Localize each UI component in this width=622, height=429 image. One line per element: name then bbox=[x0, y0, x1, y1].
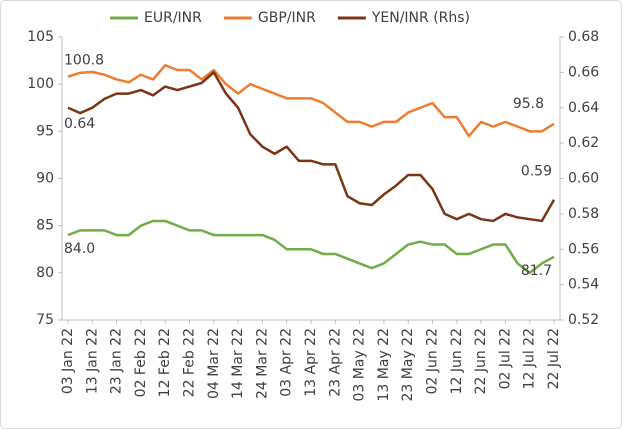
y2-tick-label: 0.58 bbox=[568, 206, 599, 222]
y-tick-label: 100 bbox=[27, 76, 54, 92]
y-tick-label: 85 bbox=[36, 218, 54, 234]
value-label: 95.8 bbox=[513, 96, 544, 112]
value-label: 84.0 bbox=[64, 241, 95, 257]
x-tick-label: 13 Apr 22 bbox=[303, 328, 319, 397]
x-tick-label: 02 Jul 22 bbox=[497, 328, 513, 389]
x-tick-label: 22 Jun 22 bbox=[473, 328, 489, 394]
y-tick-label: 90 bbox=[36, 171, 54, 187]
y-tick-label: 105 bbox=[27, 29, 54, 45]
x-tick-label: 13 May 22 bbox=[376, 328, 392, 401]
x-tick-label: 23 Jan 22 bbox=[109, 328, 125, 394]
series-line bbox=[67, 71, 556, 223]
y2-tick-label: 0.64 bbox=[568, 100, 599, 116]
x-tick-label: 14 Mar 22 bbox=[230, 328, 246, 399]
value-label: 0.59 bbox=[521, 164, 552, 180]
y-tick-label: 95 bbox=[36, 123, 54, 139]
y2-tick-label: 0.54 bbox=[568, 277, 599, 293]
y2-tick-label: 0.68 bbox=[568, 29, 599, 45]
x-tick-label: 22 Feb 22 bbox=[182, 328, 198, 397]
legend-label: GBP/INR bbox=[258, 10, 316, 26]
x-tick-label: 23 Apr 22 bbox=[327, 328, 343, 397]
value-label: 100.8 bbox=[64, 53, 104, 69]
series-line bbox=[67, 219, 555, 275]
legend-label: EUR/INR bbox=[144, 10, 202, 26]
x-tick-label: 13 Jan 22 bbox=[84, 328, 100, 394]
value-label: 81.7 bbox=[521, 263, 552, 279]
value-label: 0.64 bbox=[64, 116, 95, 132]
y-tick-label: 80 bbox=[36, 265, 54, 281]
y2-tick-label: 0.56 bbox=[568, 241, 599, 257]
legend-label: YEN/INR (Rhs) bbox=[371, 10, 470, 26]
y2-tick-label: 0.62 bbox=[568, 135, 599, 151]
x-tick-label: 03 Apr 22 bbox=[279, 328, 295, 397]
y2-tick-label: 0.66 bbox=[568, 64, 599, 80]
x-tick-label: 23 May 22 bbox=[400, 328, 416, 401]
x-tick-label: 12 Jul 22 bbox=[522, 328, 538, 389]
x-tick-label: 12 Jun 22 bbox=[449, 328, 465, 394]
x-tick-label: 03 Jan 22 bbox=[60, 328, 76, 394]
series-line bbox=[67, 64, 555, 138]
x-tick-label: 22 Jul 22 bbox=[546, 328, 562, 389]
x-tick-label: 02 Feb 22 bbox=[133, 328, 149, 397]
y2-tick-label: 0.60 bbox=[568, 171, 599, 187]
y-tick-label: 75 bbox=[36, 312, 54, 328]
x-tick-label: 12 Feb 22 bbox=[157, 328, 173, 397]
x-tick-label: 04 Mar 22 bbox=[206, 328, 222, 399]
y2-tick-label: 0.52 bbox=[568, 312, 599, 328]
x-tick-label: 24 Mar 22 bbox=[254, 328, 270, 399]
x-tick-label: 03 May 22 bbox=[352, 328, 368, 401]
x-tick-label: 02 Jun 22 bbox=[425, 328, 441, 394]
